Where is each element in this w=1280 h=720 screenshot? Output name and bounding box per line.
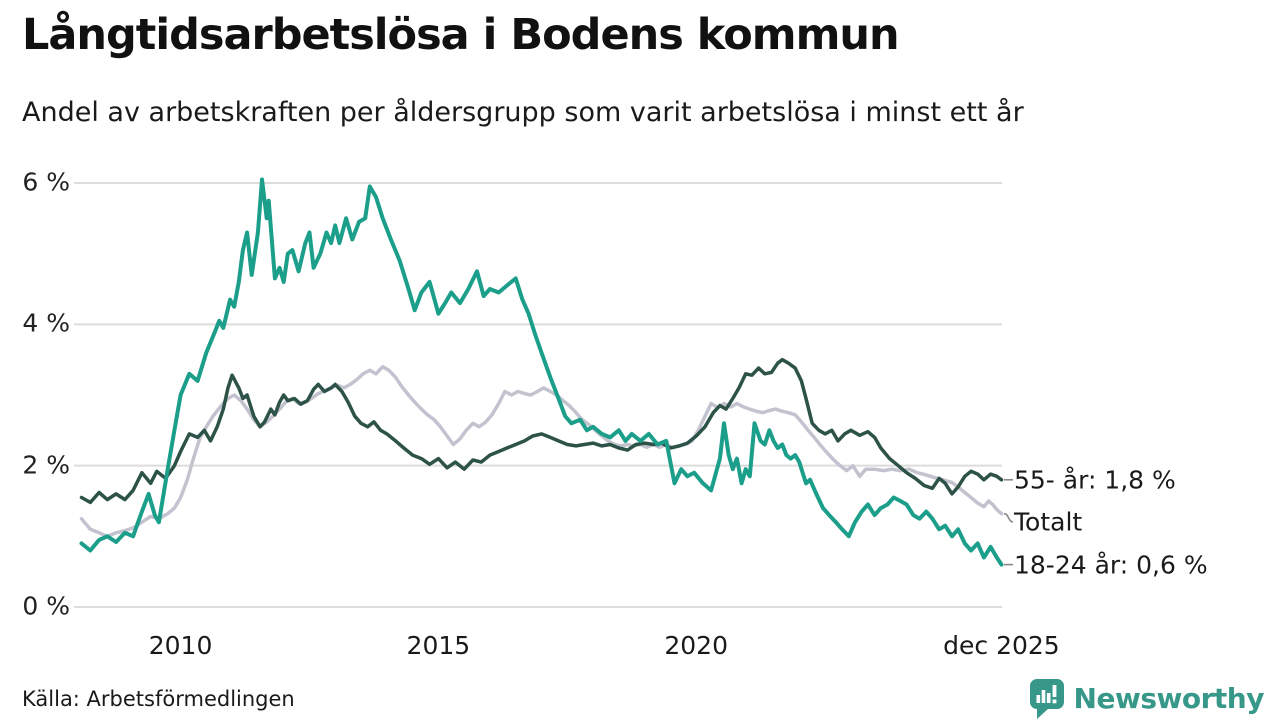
x-tick-label: 2015 <box>406 631 471 660</box>
y-tick-label: 6 % <box>22 167 70 197</box>
y-tick-label: 2 % <box>22 449 70 479</box>
y-tick-label: 4 % <box>22 308 70 338</box>
y-tick-label: 0 % <box>22 591 70 621</box>
source-note: Källa: Arbetsförmedlingen <box>22 687 295 711</box>
series-line-55-r <box>79 357 1004 505</box>
newsworthy-logo: Newsworthy <box>1028 677 1265 719</box>
x-tick-label: dec 2025 <box>943 631 1060 660</box>
page-title: Långtidsarbetslösa i Bodens kommun <box>22 10 900 60</box>
series-end-label-totalt: Totalt <box>1014 507 1083 537</box>
label-connector <box>1003 512 1014 523</box>
x-tick-label: 2010 <box>148 631 213 660</box>
x-tick-label: 2020 <box>664 631 728 660</box>
chart-subtitle: Andel av arbetskraften per åldersgrupp s… <box>22 97 1024 128</box>
brand-name: Newsworthy <box>1073 681 1265 715</box>
series-line-18-24-r <box>79 177 1004 567</box>
newsworthy-bubble-chart-icon <box>1029 679 1064 719</box>
series-end-label-18-24-r: 18-24 år: 0,6 % <box>1014 550 1208 580</box>
series-line-totalt <box>79 364 1004 539</box>
series-end-label-55-r: 55- år: 1,8 % <box>1014 465 1176 495</box>
